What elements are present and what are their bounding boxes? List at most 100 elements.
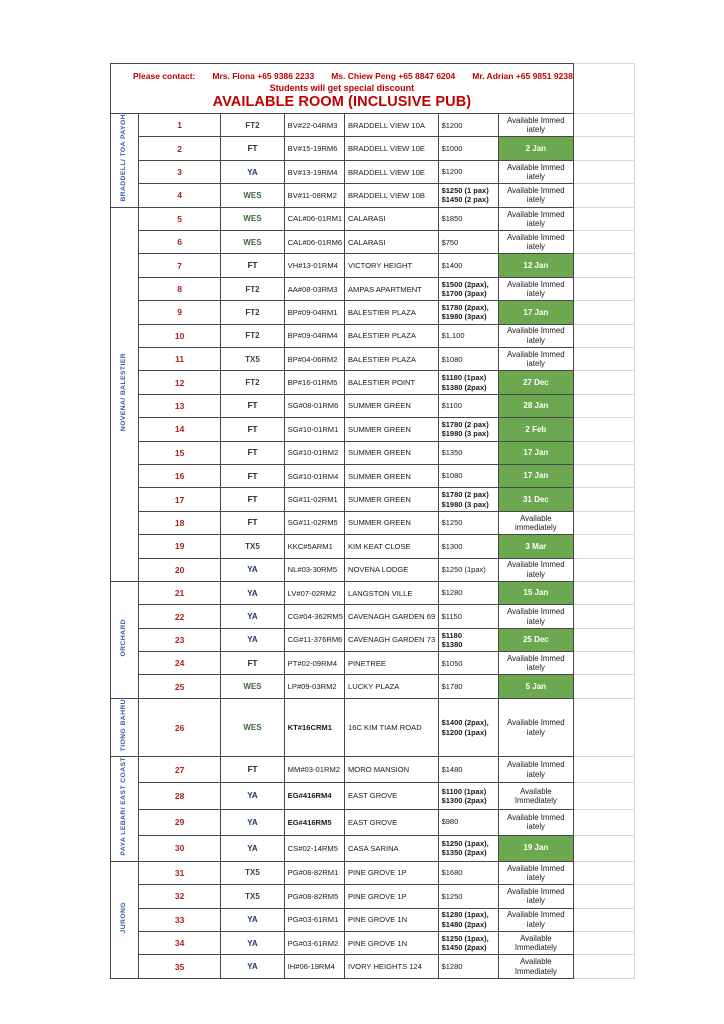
- row-number-cell: 27: [138, 756, 222, 784]
- price-cell: $1,100: [437, 323, 499, 349]
- price-cell: $1200: [437, 159, 499, 185]
- property-name-cell: EAST GROVE: [343, 782, 439, 810]
- empty-grid-cell: [572, 907, 635, 932]
- region-label: ORCHARD: [120, 618, 128, 657]
- row-number-cell: 14: [138, 417, 222, 442]
- price-cell: $1050: [437, 651, 499, 676]
- property-name-cell: EAST GROVE: [343, 808, 439, 836]
- agent-code-cell: WES: [220, 206, 285, 232]
- availability-date-cell: 17 Jan: [497, 440, 574, 465]
- price-cell: $750: [437, 230, 499, 255]
- property-name-cell: VICTORY HEIGHT: [343, 253, 439, 278]
- region-label: NOVENA/ BALESTIER: [120, 352, 128, 431]
- property-name-cell: BALESTIER PLAZA: [343, 300, 439, 325]
- unit-code-cell: LP#09-03RM2: [283, 674, 345, 699]
- agent-code-cell: FT: [220, 463, 285, 489]
- table-row: 19 TX5 KKC#5ARM1 KIM KEAT CLOSE $1300 3 Mar: [111, 534, 635, 559]
- empty-grid-cell: [572, 347, 635, 372]
- unit-code-cell: CG#11-376RM6: [283, 627, 345, 653]
- agent-code-cell: YA: [220, 159, 285, 185]
- row-number-cell: 16: [138, 463, 222, 489]
- table-row: 11 TX5 BP#04-06RM2 BALESTIER PLAZA $1080 Avai…: [111, 347, 635, 372]
- unit-code-cell: AA#08-03RM3: [283, 276, 345, 302]
- empty-grid-cell: [572, 417, 635, 442]
- contact-adrian: Mr. Adrian +65 9851 9238: [472, 70, 573, 81]
- availability-date-cell: 3 Mar: [497, 534, 574, 559]
- agent-code-cell: FT2: [220, 323, 285, 349]
- property-name-cell: CAVENAGH GARDEN 69: [343, 604, 439, 629]
- empty-grid-cell: [572, 206, 635, 232]
- table-row: 29 YA EG#416RM5 EAST GROVE $980 Available Imm…: [111, 808, 635, 836]
- unit-code-cell: MM#03-01RM2: [283, 756, 345, 784]
- contact-chiew-peng: Ms. Chiew Peng +65 8847 6204: [331, 70, 456, 81]
- unit-code-cell: EG#416RM4: [283, 782, 345, 810]
- property-name-cell: SUMMER GREEN: [343, 510, 439, 536]
- unit-code-cell: BV#22-04RM3: [283, 112, 345, 138]
- property-name-cell: SUMMER GREEN: [343, 463, 439, 489]
- price-cell: $1180 (1pax) $1380 (2pax): [437, 370, 499, 395]
- row-number-cell: 33: [138, 907, 222, 932]
- table-row: TIONG BAHRU 26 WES KT#16CRM1 16C KIM TIAM RO…: [109, 697, 635, 758]
- agent-code-cell: FT: [220, 417, 285, 442]
- availability-date-cell: 25 Dec: [497, 627, 574, 653]
- availability-date-cell: 2 Feb: [497, 417, 574, 442]
- agent-code-cell: YA: [220, 557, 285, 582]
- table-row: 15 FT SG#10-01RM2 SUMMER GREEN $1350 17 Jan: [111, 440, 635, 465]
- price-cell: $1500 (2pax), $1700 (3pax): [437, 276, 499, 302]
- price-cell: $1250 (1pax): [437, 557, 499, 582]
- availability-date-cell: 17 Jan: [497, 463, 574, 489]
- unit-code-cell: CG#04-362RM5: [283, 604, 345, 629]
- row-number-cell: 11: [138, 347, 222, 372]
- table-row: 13 FT SG#08-01RM6 SUMMER GREEN $1100 28 Jan: [111, 393, 635, 419]
- empty-grid-cell: [572, 651, 635, 676]
- agent-code-cell: FT: [220, 253, 285, 278]
- empty-grid-cell: [572, 580, 635, 606]
- property-name-cell: SUMMER GREEN: [343, 440, 439, 465]
- empty-grid-cell: [572, 557, 635, 582]
- availability-date-cell: 27 Dec: [497, 370, 574, 395]
- agent-code-cell: WES: [220, 697, 285, 758]
- agent-code-cell: WES: [220, 183, 285, 208]
- agent-code-cell: FT: [220, 440, 285, 465]
- agent-code-cell: TX5: [220, 884, 285, 909]
- availability-cell: Available Immed iately: [497, 159, 574, 185]
- empty-grid-cell: [572, 253, 635, 278]
- header-block: Please contact: Mrs. Fiona +65 9386 2233…: [110, 63, 574, 114]
- unit-code-cell: EG#416RM5: [283, 808, 345, 836]
- agent-code-cell: FT: [220, 393, 285, 419]
- availability-cell: Available Immediately: [497, 782, 574, 810]
- empty-grid-cell: [572, 136, 635, 161]
- unit-code-cell: SG#11-02RM5: [283, 510, 345, 536]
- price-cell: $1400: [437, 253, 499, 278]
- row-number-cell: 26: [138, 697, 222, 758]
- empty-grid-cell: [572, 63, 635, 114]
- agent-code-cell: YA: [220, 954, 285, 979]
- empty-grid-cell: [572, 159, 635, 185]
- agent-code-cell: WES: [220, 674, 285, 699]
- table-row: 16 FT SG#10-01RM4 SUMMER GREEN $1080 17 Jan: [111, 463, 635, 489]
- property-name-cell: 16C KIM TIAM ROAD: [343, 697, 439, 758]
- empty-grid-cell: [572, 323, 635, 349]
- region-cell: NOVENA/ BALESTIER: [109, 206, 140, 582]
- empty-grid-cell: [572, 834, 635, 862]
- unit-code-cell: IH#06-19RM4: [283, 954, 345, 979]
- region-cell: PAYA LEBAR/ EAST COAST: [109, 756, 140, 862]
- agent-code-cell: FT: [220, 487, 285, 512]
- availability-cell: Available Immed iately: [497, 557, 574, 582]
- agent-code-cell: FT: [220, 756, 285, 784]
- empty-grid-cell: [572, 183, 635, 208]
- price-cell: $1780 (2 pax) $1980 (3 pax): [437, 417, 499, 442]
- empty-grid-cell: [572, 954, 635, 979]
- header-row: Please contact: Mrs. Fiona +65 9386 2233…: [110, 63, 635, 114]
- price-cell: $1250 (1 pax) $1450 (2 pax): [437, 183, 499, 208]
- availability-cell: Available Immed iately: [497, 808, 574, 836]
- unit-code-cell: PG#08-82RM1: [283, 860, 345, 886]
- price-cell: $1150: [437, 604, 499, 629]
- unit-code-cell: BV#15-19RM6: [283, 136, 345, 161]
- row-number-cell: 6: [138, 230, 222, 255]
- empty-grid-cell: [572, 604, 635, 629]
- table-row: 35 YA IH#06-19RM4 IVORY HEIGHTS 124 $1280 Ava…: [111, 954, 635, 979]
- row-number-cell: 10: [138, 323, 222, 349]
- empty-grid-cell: [572, 393, 635, 419]
